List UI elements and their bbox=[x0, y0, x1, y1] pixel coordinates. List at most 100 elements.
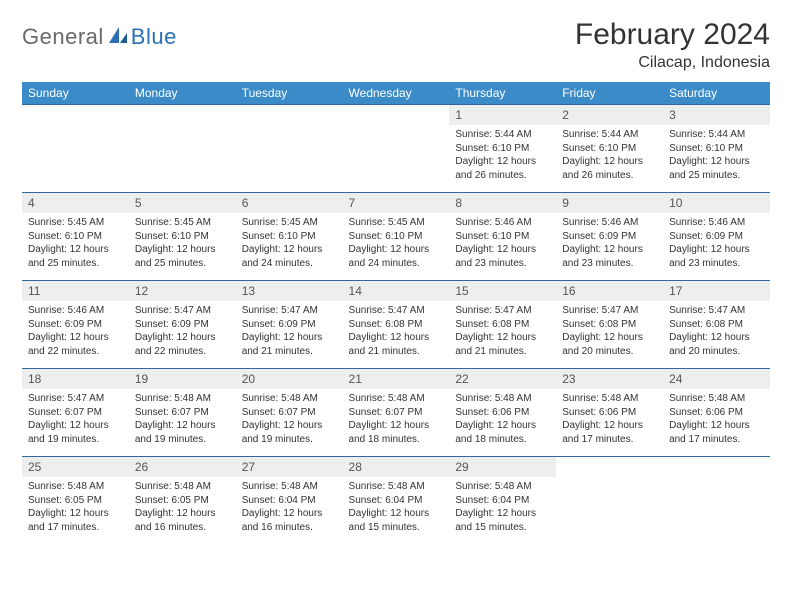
sunrise-line: Sunrise: 5:47 AM bbox=[669, 304, 764, 318]
day-number: 14 bbox=[343, 281, 450, 301]
calendar-header-row: SundayMondayTuesdayWednesdayThursdayFrid… bbox=[22, 82, 770, 105]
sunrise-line: Sunrise: 5:45 AM bbox=[135, 216, 230, 230]
sunrise-line: Sunrise: 5:45 AM bbox=[28, 216, 123, 230]
sunset-line: Sunset: 6:09 PM bbox=[669, 230, 764, 244]
sunset-line: Sunset: 6:07 PM bbox=[349, 406, 444, 420]
daylight-line: Daylight: 12 hours and 25 minutes. bbox=[135, 243, 230, 270]
day-details: Sunrise: 5:48 AMSunset: 6:05 PMDaylight:… bbox=[129, 477, 236, 538]
day-details: Sunrise: 5:47 AMSunset: 6:08 PMDaylight:… bbox=[343, 301, 450, 362]
day-details: Sunrise: 5:45 AMSunset: 6:10 PMDaylight:… bbox=[343, 213, 450, 274]
calendar-day-cell: 4Sunrise: 5:45 AMSunset: 6:10 PMDaylight… bbox=[22, 193, 129, 281]
day-number: 20 bbox=[236, 369, 343, 389]
daylight-line: Daylight: 12 hours and 19 minutes. bbox=[135, 419, 230, 446]
calendar-day-cell: 29Sunrise: 5:48 AMSunset: 6:04 PMDayligh… bbox=[449, 457, 556, 545]
calendar-day-cell: 20Sunrise: 5:48 AMSunset: 6:07 PMDayligh… bbox=[236, 369, 343, 457]
day-number: 11 bbox=[22, 281, 129, 301]
calendar-day-cell: 22Sunrise: 5:48 AMSunset: 6:06 PMDayligh… bbox=[449, 369, 556, 457]
day-number: 13 bbox=[236, 281, 343, 301]
day-number: 5 bbox=[129, 193, 236, 213]
daylight-line: Daylight: 12 hours and 25 minutes. bbox=[669, 155, 764, 182]
day-number: 4 bbox=[22, 193, 129, 213]
calendar-day-cell: 27Sunrise: 5:48 AMSunset: 6:04 PMDayligh… bbox=[236, 457, 343, 545]
sunset-line: Sunset: 6:06 PM bbox=[455, 406, 550, 420]
sunrise-line: Sunrise: 5:48 AM bbox=[135, 480, 230, 494]
sunrise-line: Sunrise: 5:48 AM bbox=[349, 392, 444, 406]
daylight-line: Daylight: 12 hours and 20 minutes. bbox=[669, 331, 764, 358]
day-number: 25 bbox=[22, 457, 129, 477]
day-details: Sunrise: 5:47 AMSunset: 6:08 PMDaylight:… bbox=[556, 301, 663, 362]
sunrise-line: Sunrise: 5:47 AM bbox=[349, 304, 444, 318]
day-number: 1 bbox=[449, 105, 556, 125]
calendar-week-row: 25Sunrise: 5:48 AMSunset: 6:05 PMDayligh… bbox=[22, 457, 770, 545]
calendar-day-cell: 19Sunrise: 5:48 AMSunset: 6:07 PMDayligh… bbox=[129, 369, 236, 457]
calendar-day-cell: 24Sunrise: 5:48 AMSunset: 6:06 PMDayligh… bbox=[663, 369, 770, 457]
sunset-line: Sunset: 6:05 PM bbox=[28, 494, 123, 508]
sunset-line: Sunset: 6:10 PM bbox=[135, 230, 230, 244]
calendar-body: 1Sunrise: 5:44 AMSunset: 6:10 PMDaylight… bbox=[22, 105, 770, 545]
sunset-line: Sunset: 6:10 PM bbox=[28, 230, 123, 244]
sunrise-line: Sunrise: 5:47 AM bbox=[455, 304, 550, 318]
calendar-day-cell bbox=[22, 105, 129, 193]
daylight-line: Daylight: 12 hours and 21 minutes. bbox=[242, 331, 337, 358]
day-details: Sunrise: 5:46 AMSunset: 6:09 PMDaylight:… bbox=[556, 213, 663, 274]
sunrise-line: Sunrise: 5:44 AM bbox=[562, 128, 657, 142]
calendar-week-row: 1Sunrise: 5:44 AMSunset: 6:10 PMDaylight… bbox=[22, 105, 770, 193]
day-details: Sunrise: 5:48 AMSunset: 6:06 PMDaylight:… bbox=[449, 389, 556, 450]
calendar-day-cell: 3Sunrise: 5:44 AMSunset: 6:10 PMDaylight… bbox=[663, 105, 770, 193]
sunset-line: Sunset: 6:09 PM bbox=[562, 230, 657, 244]
calendar-day-cell: 6Sunrise: 5:45 AMSunset: 6:10 PMDaylight… bbox=[236, 193, 343, 281]
day-number: 10 bbox=[663, 193, 770, 213]
day-number: 9 bbox=[556, 193, 663, 213]
sunrise-line: Sunrise: 5:46 AM bbox=[28, 304, 123, 318]
day-details: Sunrise: 5:47 AMSunset: 6:07 PMDaylight:… bbox=[22, 389, 129, 450]
sunset-line: Sunset: 6:10 PM bbox=[669, 142, 764, 156]
calendar-day-cell bbox=[129, 105, 236, 193]
daylight-line: Daylight: 12 hours and 24 minutes. bbox=[349, 243, 444, 270]
daylight-line: Daylight: 12 hours and 17 minutes. bbox=[28, 507, 123, 534]
daylight-line: Daylight: 12 hours and 19 minutes. bbox=[28, 419, 123, 446]
daylight-line: Daylight: 12 hours and 15 minutes. bbox=[349, 507, 444, 534]
calendar-day-cell bbox=[236, 105, 343, 193]
day-number: 24 bbox=[663, 369, 770, 389]
sunrise-line: Sunrise: 5:47 AM bbox=[135, 304, 230, 318]
logo-text-blue: Blue bbox=[131, 24, 177, 50]
weekday-header: Monday bbox=[129, 82, 236, 105]
daylight-line: Daylight: 12 hours and 23 minutes. bbox=[562, 243, 657, 270]
day-number: 3 bbox=[663, 105, 770, 125]
sunset-line: Sunset: 6:10 PM bbox=[455, 230, 550, 244]
daylight-line: Daylight: 12 hours and 16 minutes. bbox=[242, 507, 337, 534]
calendar-day-cell: 25Sunrise: 5:48 AMSunset: 6:05 PMDayligh… bbox=[22, 457, 129, 545]
sunset-line: Sunset: 6:05 PM bbox=[135, 494, 230, 508]
day-number: 6 bbox=[236, 193, 343, 213]
calendar-page: General Blue February 2024 Cilacap, Indo… bbox=[0, 0, 792, 555]
day-number: 22 bbox=[449, 369, 556, 389]
day-number: 19 bbox=[129, 369, 236, 389]
day-details: Sunrise: 5:48 AMSunset: 6:06 PMDaylight:… bbox=[663, 389, 770, 450]
calendar-week-row: 4Sunrise: 5:45 AMSunset: 6:10 PMDaylight… bbox=[22, 193, 770, 281]
month-title: February 2024 bbox=[575, 18, 770, 52]
day-details: Sunrise: 5:44 AMSunset: 6:10 PMDaylight:… bbox=[663, 125, 770, 186]
day-details: Sunrise: 5:48 AMSunset: 6:04 PMDaylight:… bbox=[449, 477, 556, 538]
sunset-line: Sunset: 6:08 PM bbox=[562, 318, 657, 332]
sunrise-line: Sunrise: 5:46 AM bbox=[455, 216, 550, 230]
sunrise-line: Sunrise: 5:46 AM bbox=[669, 216, 764, 230]
day-number: 18 bbox=[22, 369, 129, 389]
day-number: 16 bbox=[556, 281, 663, 301]
day-number: 23 bbox=[556, 369, 663, 389]
weekday-header: Thursday bbox=[449, 82, 556, 105]
calendar-day-cell: 16Sunrise: 5:47 AMSunset: 6:08 PMDayligh… bbox=[556, 281, 663, 369]
daylight-line: Daylight: 12 hours and 16 minutes. bbox=[135, 507, 230, 534]
sunrise-line: Sunrise: 5:44 AM bbox=[669, 128, 764, 142]
calendar-day-cell: 26Sunrise: 5:48 AMSunset: 6:05 PMDayligh… bbox=[129, 457, 236, 545]
calendar-day-cell: 21Sunrise: 5:48 AMSunset: 6:07 PMDayligh… bbox=[343, 369, 450, 457]
calendar-day-cell: 10Sunrise: 5:46 AMSunset: 6:09 PMDayligh… bbox=[663, 193, 770, 281]
sunset-line: Sunset: 6:10 PM bbox=[349, 230, 444, 244]
sunrise-line: Sunrise: 5:46 AM bbox=[562, 216, 657, 230]
sunrise-line: Sunrise: 5:48 AM bbox=[455, 480, 550, 494]
calendar-day-cell: 7Sunrise: 5:45 AMSunset: 6:10 PMDaylight… bbox=[343, 193, 450, 281]
sunset-line: Sunset: 6:04 PM bbox=[349, 494, 444, 508]
calendar-day-cell: 28Sunrise: 5:48 AMSunset: 6:04 PMDayligh… bbox=[343, 457, 450, 545]
calendar-day-cell: 12Sunrise: 5:47 AMSunset: 6:09 PMDayligh… bbox=[129, 281, 236, 369]
sunrise-line: Sunrise: 5:48 AM bbox=[562, 392, 657, 406]
calendar-day-cell: 18Sunrise: 5:47 AMSunset: 6:07 PMDayligh… bbox=[22, 369, 129, 457]
